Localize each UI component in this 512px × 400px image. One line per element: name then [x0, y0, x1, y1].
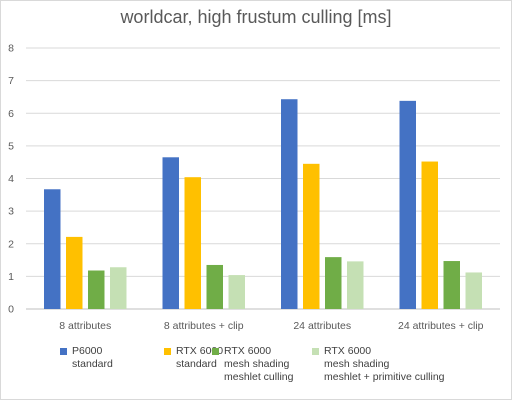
y-tick-label: 5: [8, 140, 14, 152]
y-tick-label: 2: [8, 238, 14, 250]
bar: [110, 267, 127, 309]
legend-label: RTX 6000 mesh shading meshlet + primitiv…: [324, 345, 445, 383]
y-tick-label: 1: [8, 271, 14, 283]
legend-swatch: [164, 348, 171, 355]
bar: [443, 261, 460, 309]
bar: [303, 163, 320, 309]
legend-swatch: [60, 348, 67, 355]
bar: [421, 161, 438, 309]
legend-label: RTX 6000 mesh shading meshlet culling: [224, 345, 294, 383]
y-tick-label: 0: [8, 304, 14, 316]
bar: [66, 236, 83, 309]
bar: [281, 99, 298, 309]
x-category-label: 8 attributes + clip: [164, 320, 244, 332]
x-category-label: 24 attributes: [293, 320, 351, 332]
y-tick-label: 7: [8, 75, 14, 87]
bar: [162, 157, 179, 309]
bar: [325, 257, 342, 309]
bar: [228, 275, 245, 309]
y-tick-label: 6: [8, 108, 14, 120]
x-category-label: 8 attributes: [59, 320, 111, 332]
bar: [184, 177, 201, 309]
chart-title: worldcar, high frustum culling [ms]: [120, 7, 392, 27]
bar: [465, 272, 482, 309]
y-tick-label: 4: [8, 173, 14, 185]
bar: [347, 261, 364, 309]
legend-label: P6000 standard: [72, 345, 113, 370]
legend-swatch: [212, 348, 219, 355]
y-tick-label: 3: [8, 206, 14, 218]
bar: [44, 189, 61, 309]
x-category-label: 24 attributes + clip: [398, 320, 484, 332]
bar: [88, 270, 105, 309]
bar: [399, 100, 416, 309]
legend-swatch: [312, 348, 319, 355]
bar: [206, 264, 223, 309]
y-tick-label: 8: [8, 43, 14, 55]
